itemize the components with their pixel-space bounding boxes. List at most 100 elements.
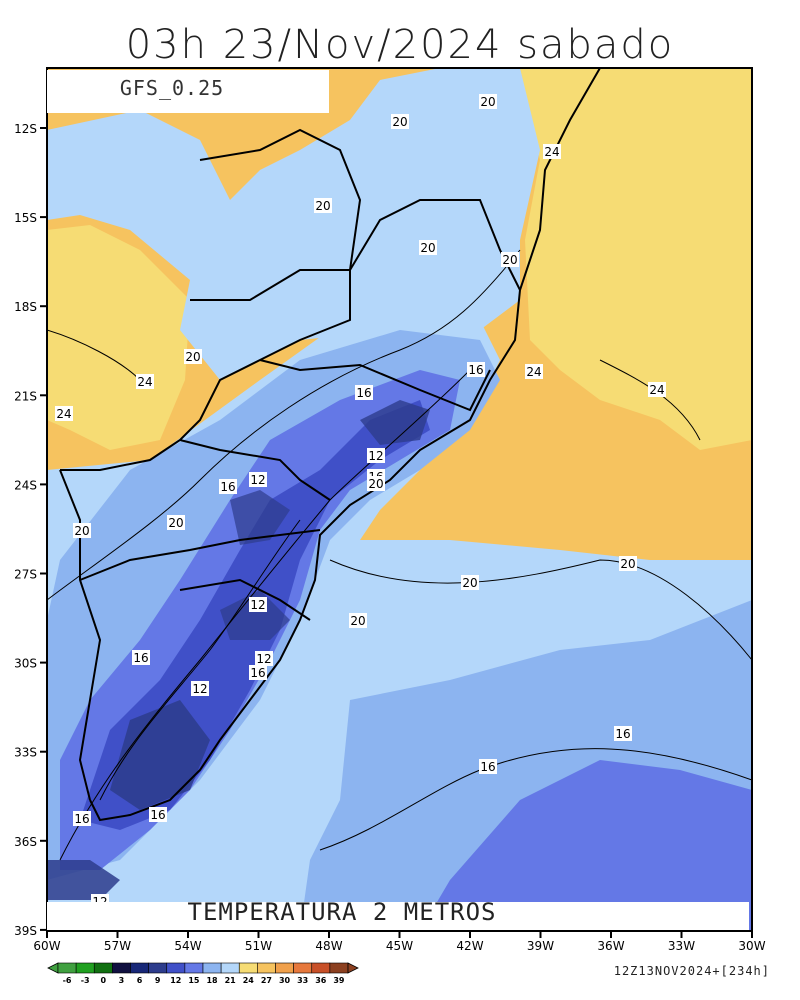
svg-text:20: 20 xyxy=(620,557,635,571)
field-9-parana xyxy=(230,490,290,545)
lat-label: 15S xyxy=(14,211,37,225)
colorbar-label: 6 xyxy=(137,976,143,985)
colorbar-arrow-right xyxy=(347,962,359,974)
contour-label: 20 xyxy=(391,114,409,129)
svg-text:16: 16 xyxy=(150,808,165,822)
colorbar-swatch xyxy=(275,962,294,974)
lon-label: 51W xyxy=(245,939,272,953)
contour-label: 16 xyxy=(132,650,150,665)
contour-label: 20 xyxy=(461,575,479,590)
border-pr-sc xyxy=(79,529,321,581)
contour-label: 24 xyxy=(543,144,561,159)
svg-text:12: 12 xyxy=(192,682,207,696)
contour-label: 16 xyxy=(467,362,485,377)
border-sc-rs xyxy=(179,578,311,621)
lat-label: 30S xyxy=(14,657,37,671)
colorbar-label: 3 xyxy=(119,976,125,985)
svg-text:20: 20 xyxy=(168,516,183,530)
svg-text:20: 20 xyxy=(462,576,477,590)
lon-label: 42W xyxy=(456,939,483,953)
contour-label: 12 xyxy=(255,651,273,666)
colorbar-label: 24 xyxy=(243,976,255,985)
variable-label: TEMPERATURA 2 METROS xyxy=(187,898,497,926)
colorbar-swatch xyxy=(112,962,131,974)
svg-text:16: 16 xyxy=(615,727,630,741)
variable-label-box xyxy=(47,902,749,930)
svg-text:16: 16 xyxy=(356,386,371,400)
contour-label: 12 xyxy=(191,681,209,696)
colorbar-swatch xyxy=(93,962,113,974)
svg-text:20: 20 xyxy=(392,115,407,129)
contour-label: 16 xyxy=(249,665,267,680)
colorbar-label: 12 xyxy=(170,976,181,985)
lat-label: 24S xyxy=(14,478,37,492)
coastline xyxy=(89,68,601,822)
latitude-axis: 12S 15S 18S 21S 24S 27S 30S 33S 36S 39S xyxy=(14,122,47,938)
colorbar-label: 21 xyxy=(225,976,237,985)
contour-label: 24 xyxy=(136,374,154,389)
svg-text:12: 12 xyxy=(250,473,265,487)
lon-label: 57W xyxy=(104,939,131,953)
lat-label: 33S xyxy=(14,746,37,760)
svg-text:24: 24 xyxy=(56,407,71,421)
colorbar-swatch xyxy=(148,962,168,974)
colorbar-label: 15 xyxy=(188,976,200,985)
border-argentina xyxy=(59,469,102,801)
contour-label: 20 xyxy=(479,94,497,109)
svg-text:12: 12 xyxy=(256,652,271,666)
svg-text:12: 12 xyxy=(368,449,383,463)
colorbar-label: 27 xyxy=(261,976,272,985)
contour-label: 16 xyxy=(219,479,237,494)
contour-label: 20 xyxy=(501,252,519,267)
colorbar-label: 39 xyxy=(333,976,345,985)
lon-label: 36W xyxy=(597,939,624,953)
lat-label: 36S xyxy=(14,835,37,849)
isotherm-24-west xyxy=(47,329,141,381)
colorbar-label: 18 xyxy=(206,976,218,985)
svg-text:20: 20 xyxy=(74,524,89,538)
contour-label: 12 xyxy=(249,597,267,612)
svg-text:24: 24 xyxy=(526,365,541,379)
contour-label: 20 xyxy=(314,198,332,213)
contour-label: 16 xyxy=(614,726,632,741)
contour-label: 24 xyxy=(525,364,543,379)
svg-text:12: 12 xyxy=(250,598,265,612)
contour-label: 16 xyxy=(149,807,167,822)
colorbar-label: 33 xyxy=(297,976,308,985)
contour-label: 20 xyxy=(73,523,91,538)
colorbar-swatch xyxy=(202,962,222,974)
svg-text:20: 20 xyxy=(368,477,383,491)
contour-label: 20 xyxy=(167,515,185,530)
field-9-south xyxy=(110,700,210,810)
svg-text:16: 16 xyxy=(250,666,265,680)
svg-text:20: 20 xyxy=(315,199,330,213)
colorbar-swatch xyxy=(238,962,258,974)
colorbar-swatch xyxy=(184,962,204,974)
svg-text:24: 24 xyxy=(137,375,152,389)
colorbar-arrow-left xyxy=(47,962,59,974)
colorbar-swatch xyxy=(166,962,186,974)
lon-label: 48W xyxy=(315,939,342,953)
border-sp-pr xyxy=(179,439,331,501)
lon-label: 39W xyxy=(527,939,554,953)
contour-label: 24 xyxy=(55,406,73,421)
contour-label: 24 xyxy=(648,382,666,397)
contour-label: 20 xyxy=(619,556,637,571)
colorbar-swatch xyxy=(329,962,349,974)
colorbar-label: 0 xyxy=(101,976,107,985)
lon-label: 45W xyxy=(386,939,413,953)
isotherm-20-inland xyxy=(47,249,521,601)
map-fields xyxy=(47,68,752,931)
colorbar-label: 9 xyxy=(155,976,161,985)
contour-label: 12 xyxy=(249,472,267,487)
svg-text:16: 16 xyxy=(220,480,235,494)
model-label-box xyxy=(47,70,329,113)
longitude-axis: 60W 57W 54W 51W 48W 45W 42W 39W 36W 33W 30W xyxy=(33,931,766,953)
contour-label: 20 xyxy=(419,240,437,255)
colorbar-swatch xyxy=(220,962,240,974)
svg-text:16: 16 xyxy=(480,760,495,774)
svg-text:20: 20 xyxy=(420,241,435,255)
contour-label: 16 xyxy=(479,759,497,774)
svg-text:16: 16 xyxy=(74,812,89,826)
